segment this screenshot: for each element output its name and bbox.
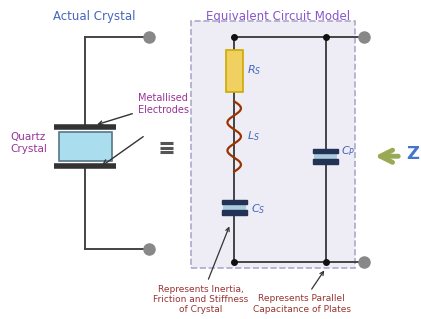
Bar bbox=[59, 132, 112, 161]
Text: $L_S$: $L_S$ bbox=[247, 129, 260, 143]
Text: Z: Z bbox=[406, 145, 419, 163]
Text: $R_S$: $R_S$ bbox=[247, 63, 261, 77]
Bar bbox=[222, 200, 247, 204]
Text: Metallised
Electrodes: Metallised Electrodes bbox=[99, 93, 189, 125]
Bar bbox=[313, 149, 338, 153]
Text: Represents Parallel
Capacitance of Plates: Represents Parallel Capacitance of Plate… bbox=[253, 271, 351, 314]
Text: $C_P$: $C_P$ bbox=[341, 145, 356, 158]
Bar bbox=[226, 50, 243, 92]
Text: Represents Inertia,
Friction and Stiffness
of Crystal: Represents Inertia, Friction and Stiffne… bbox=[153, 228, 248, 314]
Bar bbox=[191, 21, 355, 268]
Bar bbox=[222, 210, 247, 215]
Text: Quartz
Crystal: Quartz Crystal bbox=[11, 132, 47, 153]
Bar bbox=[223, 204, 246, 210]
Bar bbox=[314, 152, 337, 159]
Bar bbox=[313, 159, 338, 164]
Text: $C_S$: $C_S$ bbox=[250, 202, 265, 216]
Text: Equivalent Circuit Model: Equivalent Circuit Model bbox=[205, 10, 350, 23]
Text: Actual Crystal: Actual Crystal bbox=[53, 10, 136, 23]
